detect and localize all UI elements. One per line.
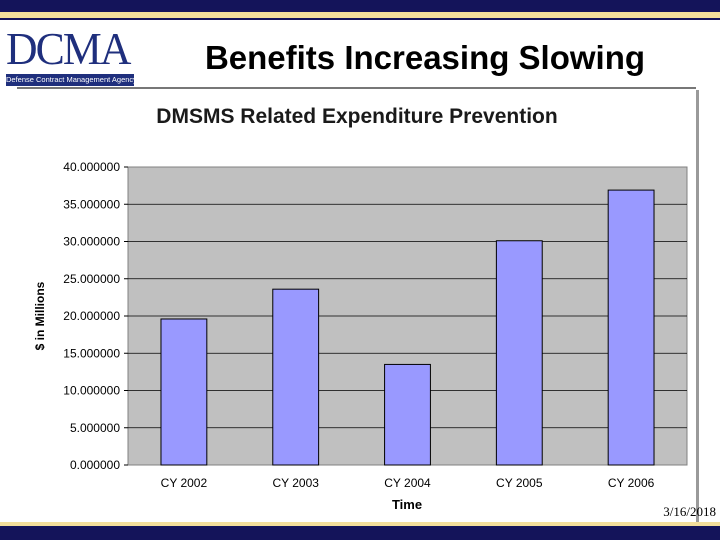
x-tick-label: CY 2003 [272, 476, 319, 490]
y-tick-label: 15.000000 [63, 346, 120, 360]
gridlines [124, 166, 687, 466]
bar-cy-2003 [272, 288, 320, 466]
x-tick-label: CY 2006 [608, 476, 655, 490]
date-stamp: 3/16/2018 [663, 504, 716, 519]
y-tick-labels: 0.000000 5.000000 10.000000 15.000000 20.000… [63, 160, 120, 472]
bottom-accent-stripe [0, 522, 720, 528]
top-accent-stripe [0, 12, 720, 18]
bar-chart: DMSMS Related Expenditure Prevention 0.0… [33, 105, 688, 512]
chart-frame: DMSMS Related Expenditure Prevention 0.0… [17, 87, 696, 522]
x-tick-labels: CY 2002 CY 2003 CY 2004 CY 2005 CY 2006 [161, 476, 655, 490]
bar-cy-2006 [607, 189, 655, 466]
bar-cy-2005 [495, 240, 543, 466]
y-tick-label: 40.000000 [63, 160, 120, 174]
slide-title: Benefits Increasing Slowing [204, 39, 646, 76]
logo-letters: DCMA [6, 23, 131, 74]
logo-tagline: Defense Contract Management Agency [6, 74, 134, 86]
y-tick-label: 20.000000 [63, 309, 120, 323]
y-tick-label: 5.000000 [70, 421, 120, 435]
y-tick-label: 10.000000 [63, 384, 120, 398]
bar-cy-2004 [384, 363, 431, 466]
y-tick-label: 0.000000 [70, 458, 120, 472]
x-tick-label: CY 2005 [496, 476, 543, 490]
dcma-logo: DCMA Defense Contract Management Agency [6, 26, 134, 88]
bar-cy-2002 [160, 318, 208, 466]
bars [160, 189, 655, 466]
bottom-band [0, 526, 720, 540]
y-tick-label: 35.000000 [63, 197, 120, 211]
chart-title: DMSMS Related Expenditure Prevention [156, 105, 557, 128]
x-tick-label: CY 2002 [161, 476, 208, 490]
x-axis-label: Time [392, 497, 422, 512]
y-tick-label: 30.000000 [63, 235, 120, 249]
y-axis-label: $ in Millions [33, 281, 47, 350]
x-tick-label: CY 2004 [384, 476, 431, 490]
y-tick-label: 25.000000 [63, 272, 120, 286]
